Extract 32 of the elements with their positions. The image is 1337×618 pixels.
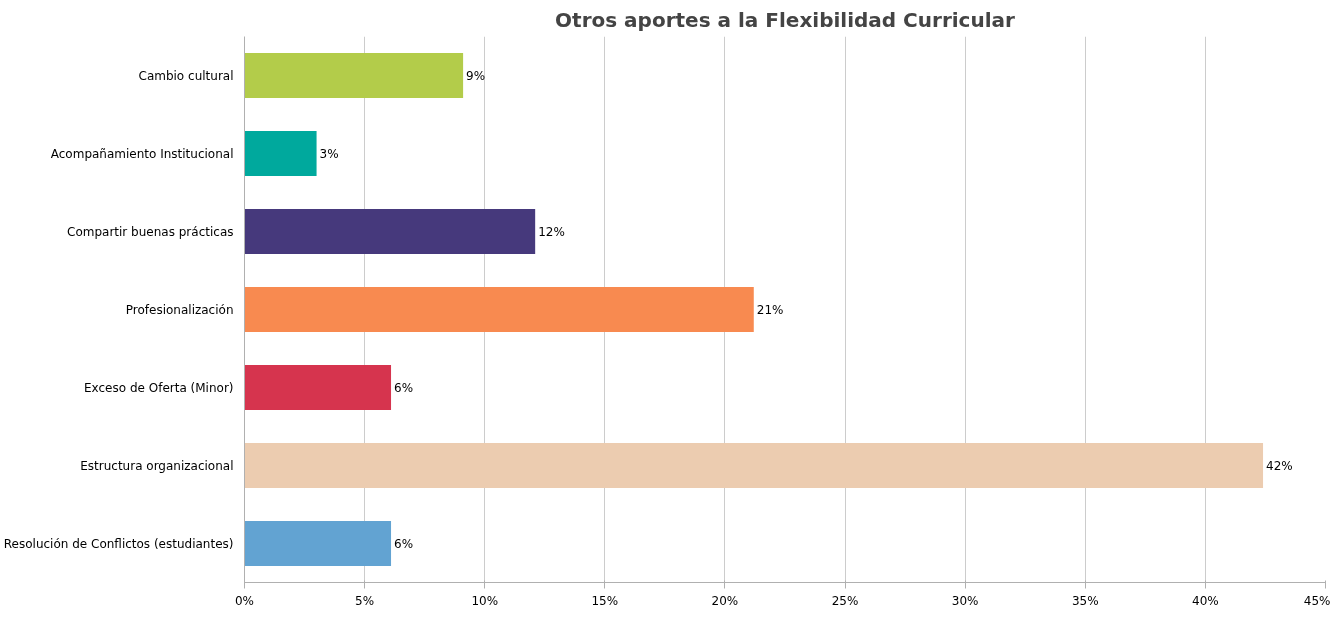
x-tick-label: 45% <box>1303 593 1331 608</box>
data-label: 42% <box>1266 458 1293 473</box>
x-tick-label: 40% <box>1192 593 1219 608</box>
x-tick-label: 5% <box>355 593 375 608</box>
x-tick-label: 25% <box>831 593 859 608</box>
x-tick-label: 10% <box>471 593 499 608</box>
bar <box>244 286 754 333</box>
y-tick-label: Exceso de Oferta (Minor) <box>84 380 234 395</box>
x-tick-label: 35% <box>1071 593 1099 608</box>
bar <box>244 52 464 99</box>
y-tick-label: Cambio cultural <box>138 68 234 83</box>
y-tick-label: Resolución de Conflictos (estudiantes) <box>3 536 234 551</box>
x-tick-label: 0% <box>234 593 255 608</box>
bar <box>244 208 536 255</box>
data-label: 9% <box>466 68 486 83</box>
bar <box>244 364 392 411</box>
x-tick-label: 15% <box>591 593 619 608</box>
data-label: 3% <box>319 146 339 161</box>
y-tick-label: Acompañamiento Institucional <box>50 146 234 161</box>
y-tick-label: Compartir buenas prácticas <box>67 224 234 239</box>
y-tick-label: Profesionalización <box>125 302 234 317</box>
bar <box>244 442 1264 489</box>
bar <box>244 520 392 567</box>
x-tick-label: 30% <box>951 593 979 608</box>
y-tick-label: Estructura organizacional <box>80 458 234 473</box>
x-tick-label: 20% <box>711 593 739 608</box>
data-label: 21% <box>756 302 784 317</box>
chart-title: Otros aportes a la Flexibilidad Curricular <box>555 7 1016 32</box>
data-label: 6% <box>394 380 414 395</box>
data-label: 12% <box>538 224 565 239</box>
bar <box>244 130 317 177</box>
data-label: 6% <box>394 536 414 551</box>
